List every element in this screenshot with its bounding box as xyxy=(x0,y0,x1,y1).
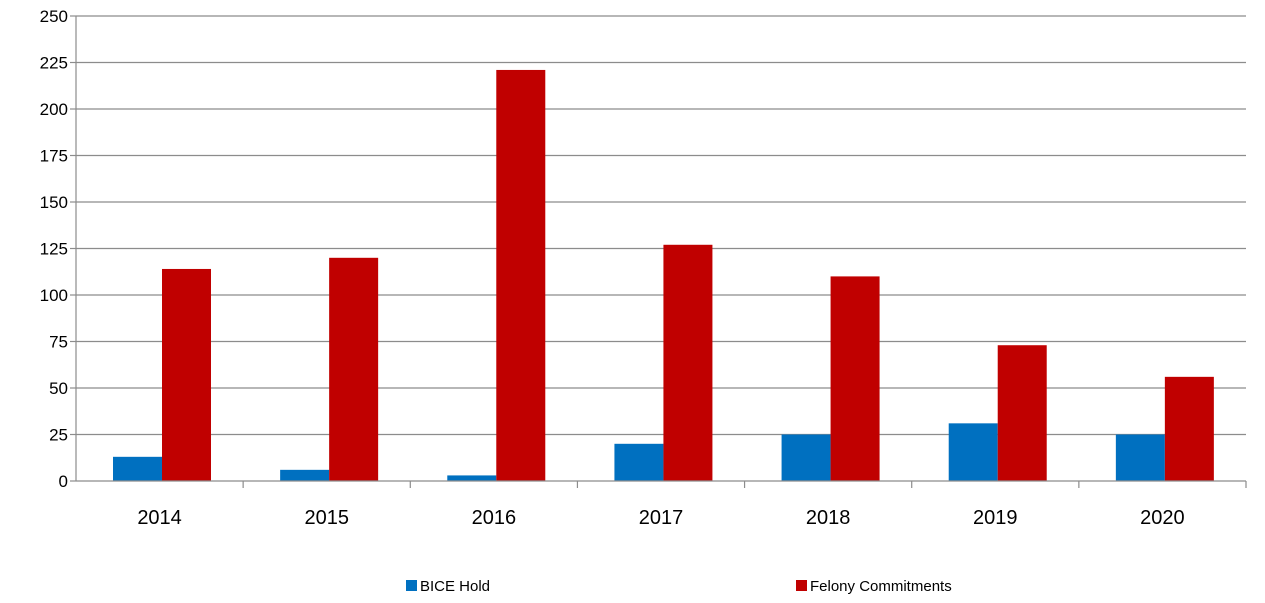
y-tick-label: 150 xyxy=(40,193,68,212)
felony-commitments-bar-2019 xyxy=(997,345,1047,481)
y-tick-label: 100 xyxy=(40,286,68,305)
bice-hold-bar-2018 xyxy=(781,434,831,481)
x-tick-label: 2016 xyxy=(472,507,517,529)
felony-commitments-bar-2017 xyxy=(663,244,713,481)
x-tick-label: 2017 xyxy=(639,507,684,529)
y-tick-label: 75 xyxy=(49,333,68,352)
bice-hold-bar-2019 xyxy=(948,423,998,481)
felony-commitments-bar-2018 xyxy=(830,276,880,481)
felony-commitments-bar-2020 xyxy=(1164,376,1214,481)
y-tick-labels: 0 25 50 75 100 125 150 175 200 225 250 xyxy=(40,7,68,491)
felony-commitments-bar-2014 xyxy=(162,268,211,481)
gridlines xyxy=(76,15,1246,436)
legend: BICE Hold Felony Commitments xyxy=(406,578,952,595)
y-tick-label: 200 xyxy=(40,100,68,119)
x-tick-label: 2019 xyxy=(973,507,1018,529)
felony-commitments-bar-2015 xyxy=(329,257,379,481)
x-tick-label: 2014 xyxy=(137,507,182,529)
felony-commitments-bar-2016 xyxy=(496,69,546,481)
y-tick-label: 0 xyxy=(59,472,68,491)
y-tick-label: 250 xyxy=(40,7,68,26)
x-tick-label: 2015 xyxy=(304,507,349,529)
bice-hold-bar-2016 xyxy=(447,475,497,481)
x-tick-label: 2020 xyxy=(1140,507,1185,529)
legend-swatch xyxy=(796,580,807,591)
y-tick-label: 50 xyxy=(49,379,68,398)
y-tick-label: 225 xyxy=(40,54,68,73)
y-tick-label: 25 xyxy=(49,426,68,445)
bars xyxy=(113,69,1214,481)
bice-hold-bar-2015 xyxy=(280,469,330,481)
legend-label: BICE Hold xyxy=(420,578,490,595)
legend-swatch xyxy=(406,580,417,591)
legend-label: Felony Commitments xyxy=(810,578,952,595)
x-tick-label: 2018 xyxy=(806,507,851,529)
x-tick-labels: 2014 2015 2016 2017 2018 2019 2020 xyxy=(137,507,1184,529)
axes xyxy=(70,15,1247,488)
bice-hold-bar-2014 xyxy=(113,456,162,481)
y-tick-label: 175 xyxy=(40,147,68,166)
y-tick-label: 125 xyxy=(40,240,68,259)
bice-hold-bar-2020 xyxy=(1115,434,1165,481)
bice-hold-bar-2017 xyxy=(614,443,664,481)
